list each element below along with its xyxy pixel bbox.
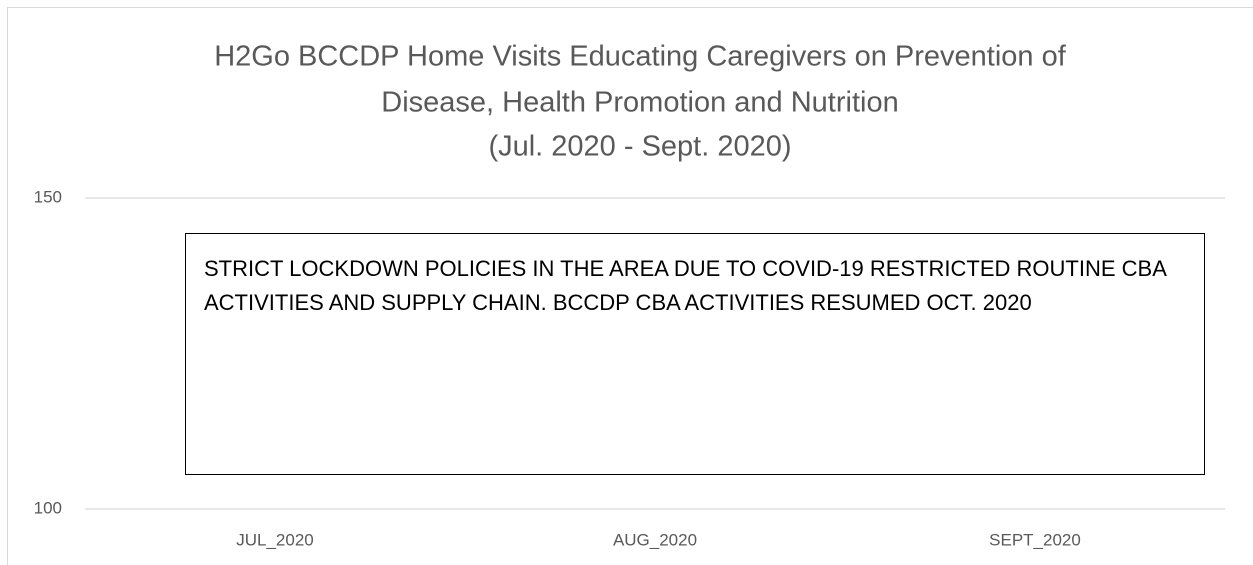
chart-title: H2Go BCCDP Home Visits Educating Caregiv… xyxy=(214,41,1067,73)
y-tick-label: 150 xyxy=(34,187,62,206)
chart-title: (Jul. 2020 - Sept. 2020) xyxy=(488,131,791,163)
chart-border xyxy=(7,7,1253,565)
annotation: STRICT LOCKDOWN POLICIES IN THE AREA DUE… xyxy=(185,233,1205,475)
x-tick-label: SEPT_2020 xyxy=(989,530,1081,549)
y-tick-label: 100 xyxy=(34,498,62,517)
x-tick-label: AUG_2020 xyxy=(613,530,697,549)
chart-title: Disease, Health Promotion and Nutrition xyxy=(381,87,898,119)
x-tick-label: JUL_2020 xyxy=(236,530,314,549)
